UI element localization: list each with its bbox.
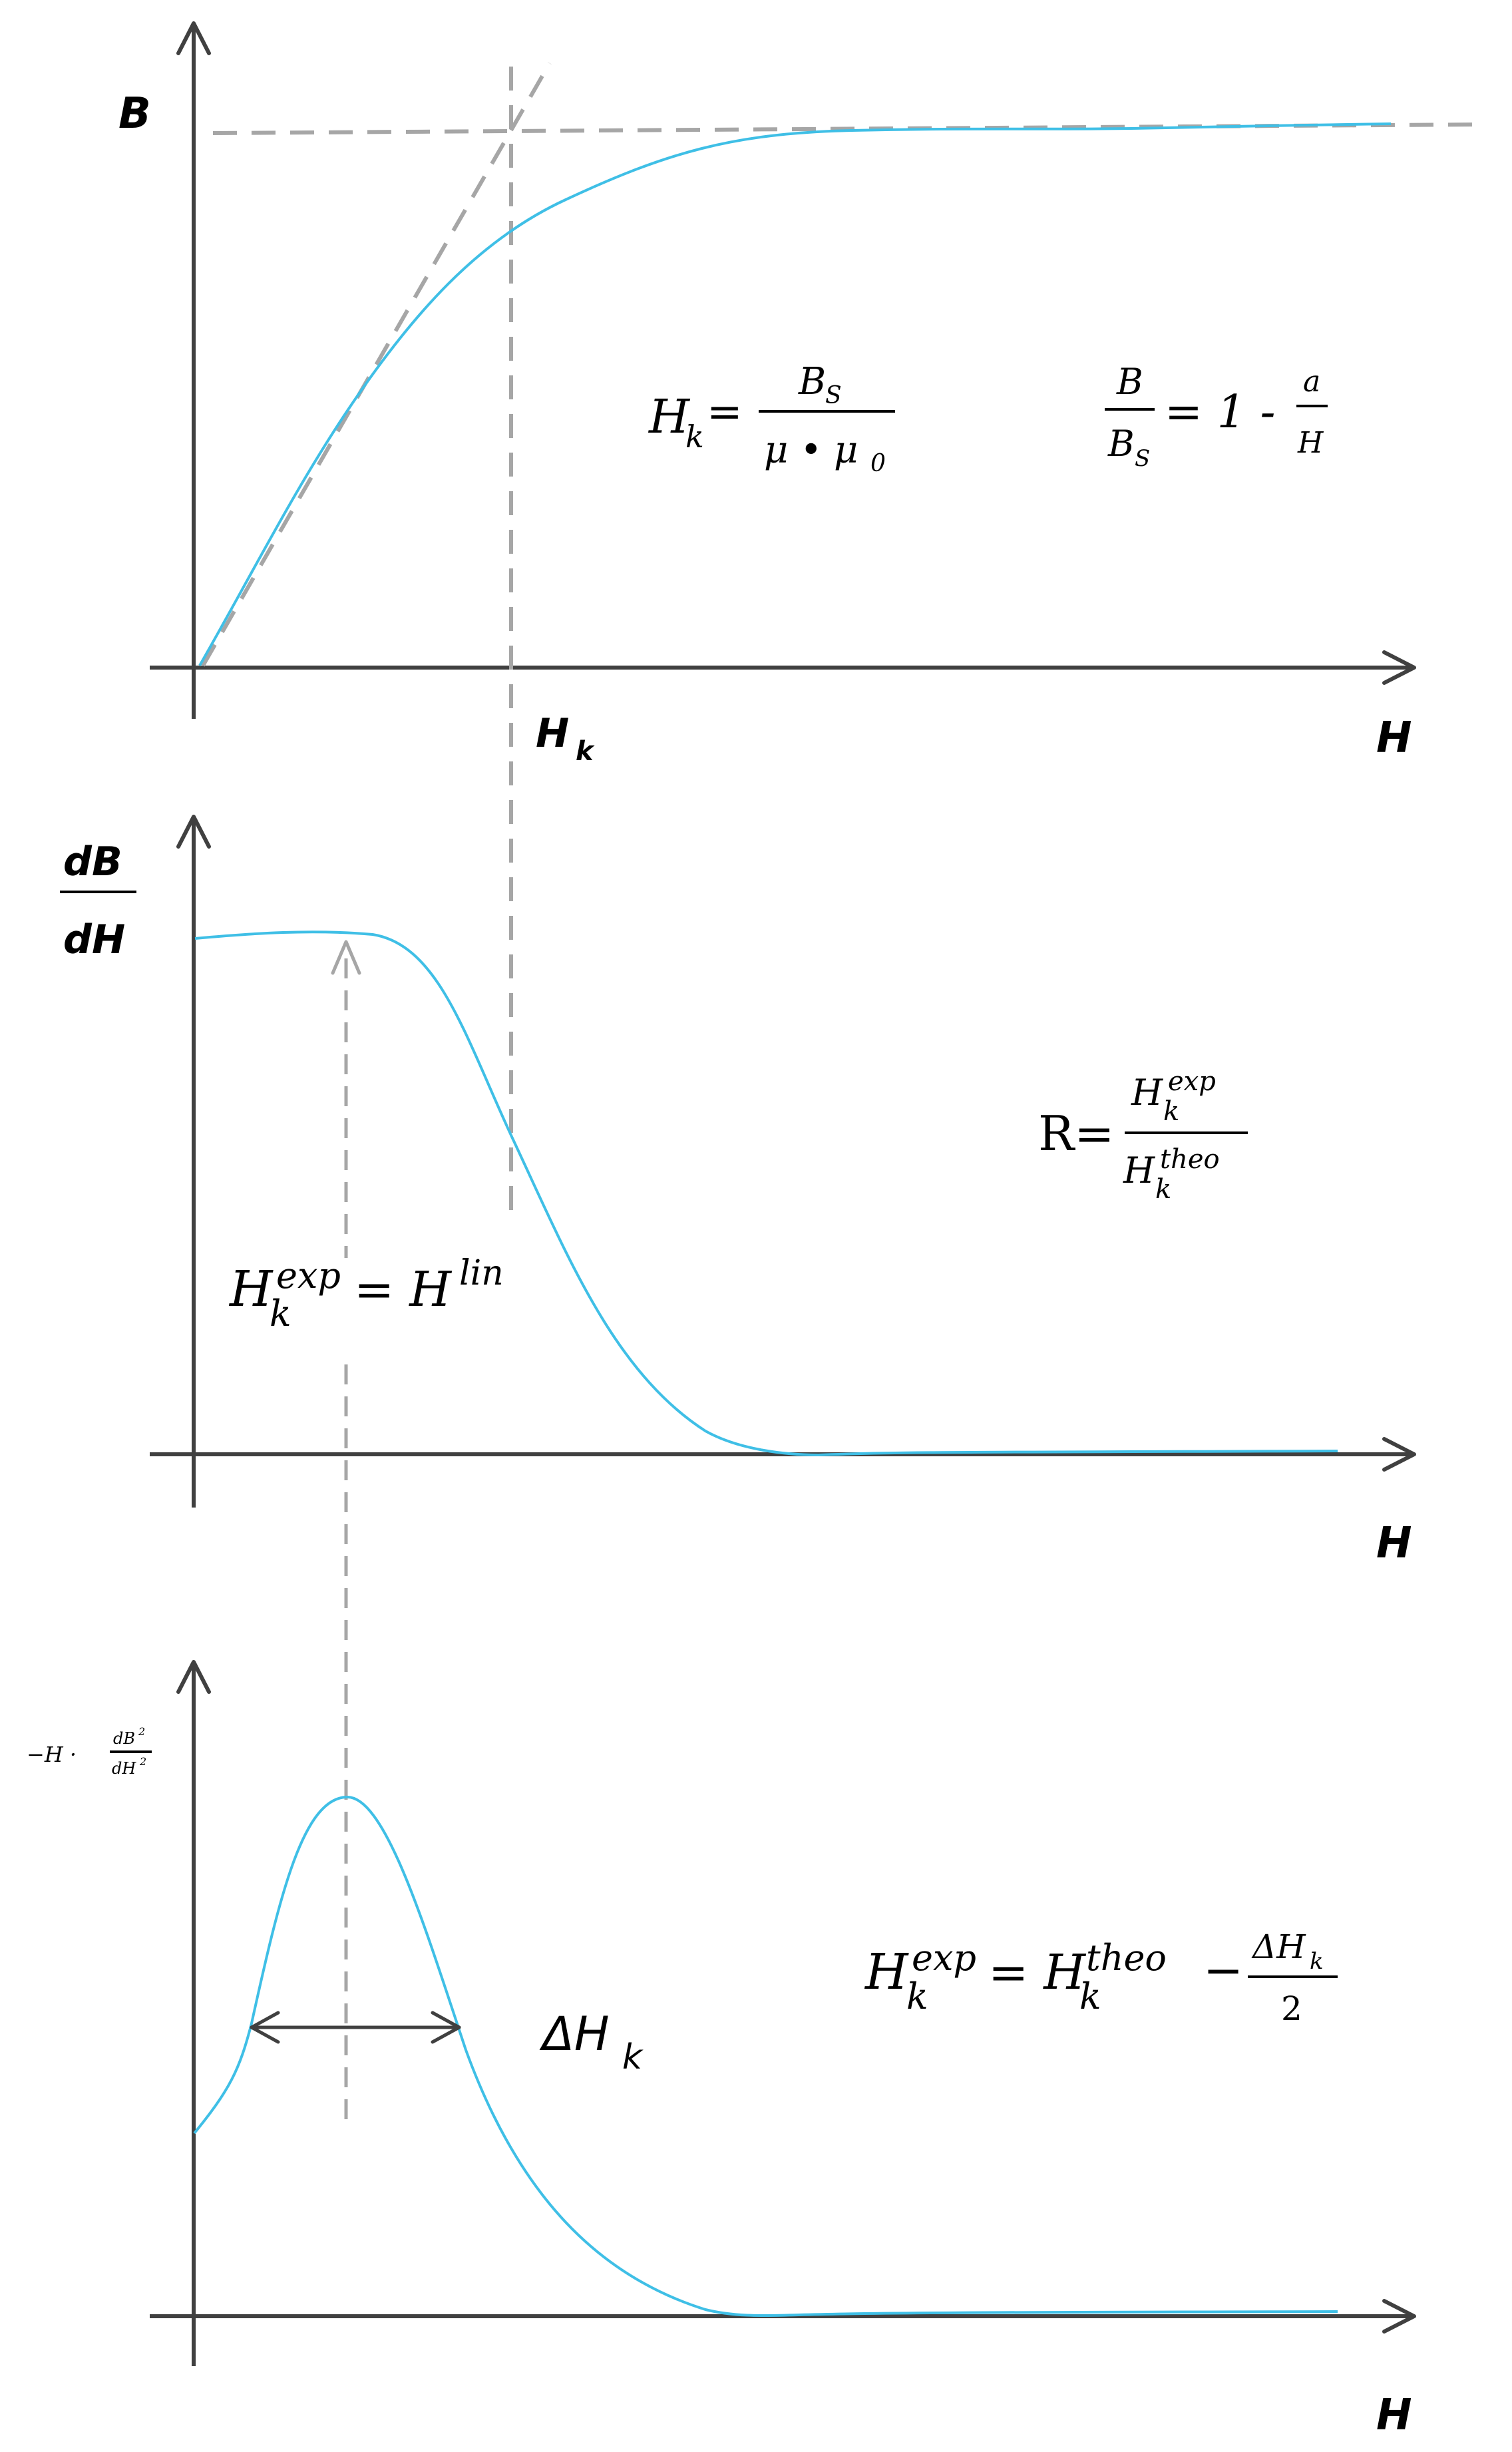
svg-text:k: k (1079, 1975, 1101, 2017)
svg-text:a: a (1303, 365, 1320, 399)
svg-text:k: k (685, 419, 704, 455)
svg-text:dB: dB (63, 839, 122, 885)
bot-x-arrowhead (1382, 2299, 1416, 2334)
mid-x-label: H (1376, 1519, 1412, 1568)
svg-text:dH: dH (112, 1759, 136, 1778)
mid-y-arrowhead (176, 815, 211, 849)
svg-text:H: H (1131, 1072, 1163, 1114)
top-y-label: B (118, 89, 151, 138)
svg-text:k: k (576, 736, 595, 767)
svg-text:H: H (228, 1261, 274, 1318)
svg-text:ΔH: ΔH (539, 2007, 610, 2061)
svg-text:exp: exp (912, 1937, 976, 1979)
svg-text:= 1 -: = 1 - (1165, 386, 1275, 439)
svg-text:2: 2 (139, 1755, 146, 1768)
bot-y-arrowhead (176, 1660, 211, 1694)
svg-text:B: B (1107, 423, 1135, 465)
svg-text:μ • μ: μ • μ (764, 429, 858, 472)
svg-text:= H: = H (354, 1261, 452, 1317)
panel-b-vs-h: B H H k H k = B S μ • μ 0 B B S = 1 - a … (118, 21, 1481, 1218)
svg-text:S: S (825, 382, 842, 409)
top-y-arrowhead (176, 21, 211, 55)
svg-text:=: = (707, 387, 743, 437)
svg-text:S: S (1135, 445, 1150, 472)
panel-second-derivative: −H · dB 2 dH 2 H ΔH k H k exp = H k theo… (27, 1364, 1416, 2440)
mid-y-label: dB dH (60, 839, 136, 963)
svg-text:lin: lin (459, 1253, 504, 1293)
svg-text:k: k (1155, 1174, 1171, 1205)
svg-text:B: B (798, 360, 826, 403)
tangent-dashed-line (201, 62, 552, 667)
bot-y-label: −H · dB 2 dH 2 (27, 1725, 152, 1778)
hexp-theo-formula: H k exp = H k theo − ΔH k 2 (864, 1928, 1338, 2028)
bot-x-label: H (1376, 2391, 1412, 2440)
fwhm-left-arrowhead (250, 2011, 280, 2044)
svg-text:exp: exp (276, 1255, 341, 1297)
svg-text:B: B (1116, 361, 1143, 403)
svg-text:R=: R= (1038, 1106, 1115, 1161)
svg-text:dH: dH (63, 917, 125, 963)
second-derivative-curve (193, 1795, 1338, 2318)
svg-text:2: 2 (1281, 1989, 1302, 2028)
svg-text:0: 0 (870, 450, 886, 477)
svg-text:H: H (1123, 1149, 1155, 1191)
saturation-approach-formula: B B S = 1 - a H (1105, 361, 1328, 472)
svg-text:k: k (622, 2037, 644, 2077)
svg-text:H: H (864, 1943, 909, 2001)
svg-text:k: k (270, 1293, 291, 1334)
hexp-hlin-formula: H k exp = H lin (228, 1253, 504, 1334)
dbdh-curve (194, 930, 1338, 1457)
svg-text:k: k (906, 1975, 928, 2017)
r-ratio-formula: R= H k exp H k theo (1038, 1066, 1248, 1205)
svg-text:−H ·: −H · (27, 1742, 77, 1767)
svg-text:dB: dB (113, 1729, 135, 1748)
svg-text:2: 2 (138, 1725, 145, 1738)
svg-text:ΔH: ΔH (1251, 1928, 1306, 1966)
svg-text:k: k (1163, 1096, 1179, 1127)
svg-text:exp: exp (1168, 1066, 1216, 1097)
mid-x-arrowhead (1382, 1437, 1416, 1472)
svg-text:= H: = H (988, 1944, 1086, 2000)
svg-text:H: H (536, 710, 569, 757)
hlin-arrowhead (331, 940, 361, 975)
svg-text:H: H (648, 389, 691, 444)
b-h-curve (198, 122, 1392, 666)
top-x-arrowhead (1382, 650, 1416, 685)
panel-dbdh-vs-h: dB dH H R= H k exp H k theo H k exp = H … (60, 815, 1416, 1568)
top-x-label: H (1376, 714, 1412, 763)
hk-formula: H k = B S μ • μ 0 (648, 360, 895, 477)
fwhm-right-arrowhead (431, 2011, 461, 2044)
delta-hk-label: ΔH k (539, 2007, 644, 2077)
hk-axis-label: H k (536, 710, 595, 767)
svg-text:H: H (1297, 426, 1324, 460)
svg-text:−: − (1203, 1942, 1243, 1998)
svg-text:theo: theo (1160, 1144, 1220, 1175)
svg-text:k: k (1310, 1948, 1324, 1975)
svg-text:theo: theo (1086, 1937, 1167, 1979)
